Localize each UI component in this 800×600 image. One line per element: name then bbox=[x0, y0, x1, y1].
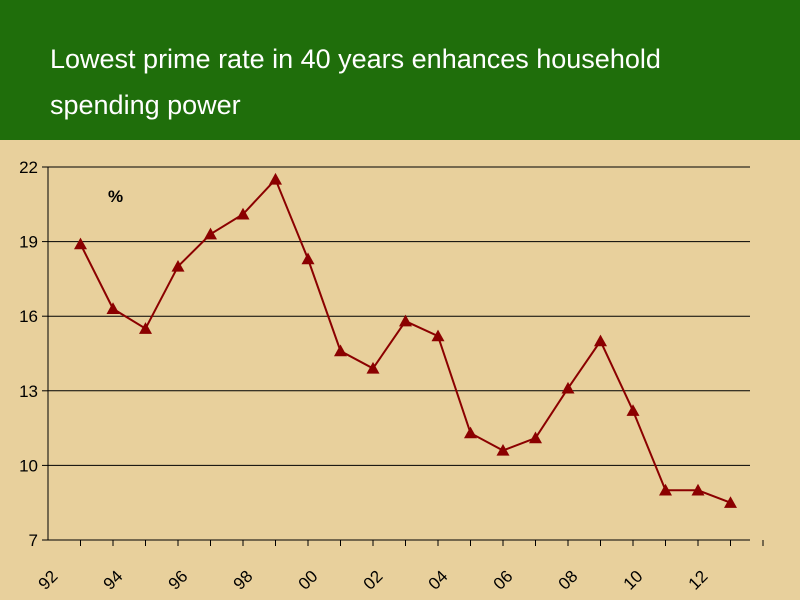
x-tick-label: 10 bbox=[620, 567, 647, 594]
x-tick-label: 02 bbox=[360, 567, 387, 594]
gridlines bbox=[48, 166, 750, 541]
data-point-marker bbox=[399, 314, 412, 327]
data-point-marker bbox=[464, 426, 477, 439]
y-tick-label: 7 bbox=[29, 531, 38, 550]
x-tick-label: 12 bbox=[685, 567, 712, 594]
x-tick-label: 08 bbox=[555, 567, 582, 594]
y-tick-label: 10 bbox=[19, 456, 38, 475]
data-point-marker bbox=[204, 227, 217, 240]
series-group bbox=[74, 172, 737, 508]
data-point-marker bbox=[139, 322, 152, 334]
y-tick-label: 16 bbox=[19, 307, 38, 326]
series-line bbox=[79, 177, 731, 504]
x-tick-label: 04 bbox=[425, 567, 452, 594]
data-point-marker bbox=[74, 237, 87, 250]
axes bbox=[42, 166, 764, 546]
data-point-marker bbox=[236, 207, 250, 220]
y-unit-label: % bbox=[108, 187, 123, 206]
data-point-marker bbox=[626, 404, 640, 416]
x-tick-label: 94 bbox=[100, 567, 127, 594]
data-point-marker bbox=[301, 252, 315, 265]
data-point-marker bbox=[269, 172, 282, 185]
data-point-marker bbox=[659, 483, 672, 496]
y-tick-label: 22 bbox=[19, 158, 38, 177]
x-tick-label: 06 bbox=[490, 567, 517, 594]
data-point-marker bbox=[106, 302, 120, 314]
chart-title: Lowest prime rate in 40 years enhances h… bbox=[50, 44, 661, 120]
x-tick-label: 98 bbox=[230, 567, 257, 594]
x-tick-label: 92 bbox=[35, 567, 62, 594]
data-point-marker bbox=[431, 329, 445, 342]
data-point-marker bbox=[594, 334, 607, 347]
data-point-marker bbox=[724, 496, 737, 508]
title-banner: Lowest prime rate in 40 years enhances h… bbox=[0, 0, 800, 140]
y-tick-label: 13 bbox=[19, 382, 38, 401]
data-point-marker bbox=[334, 344, 347, 357]
data-point-marker bbox=[691, 483, 705, 496]
y-tick-label: 19 bbox=[19, 233, 38, 252]
data-point-marker bbox=[366, 361, 380, 374]
data-point-marker bbox=[496, 443, 510, 456]
x-tick-label: 00 bbox=[295, 567, 322, 594]
x-tick-labels: 92 94 96 98 00 02 04 06 08 10 12 bbox=[35, 567, 712, 594]
x-tick-label: 96 bbox=[165, 567, 192, 594]
data-point-marker bbox=[561, 381, 575, 394]
data-point-marker bbox=[529, 431, 542, 444]
data-point-marker bbox=[171, 259, 185, 272]
y-tick-labels: 7 10 13 16 19 22 bbox=[19, 158, 38, 550]
